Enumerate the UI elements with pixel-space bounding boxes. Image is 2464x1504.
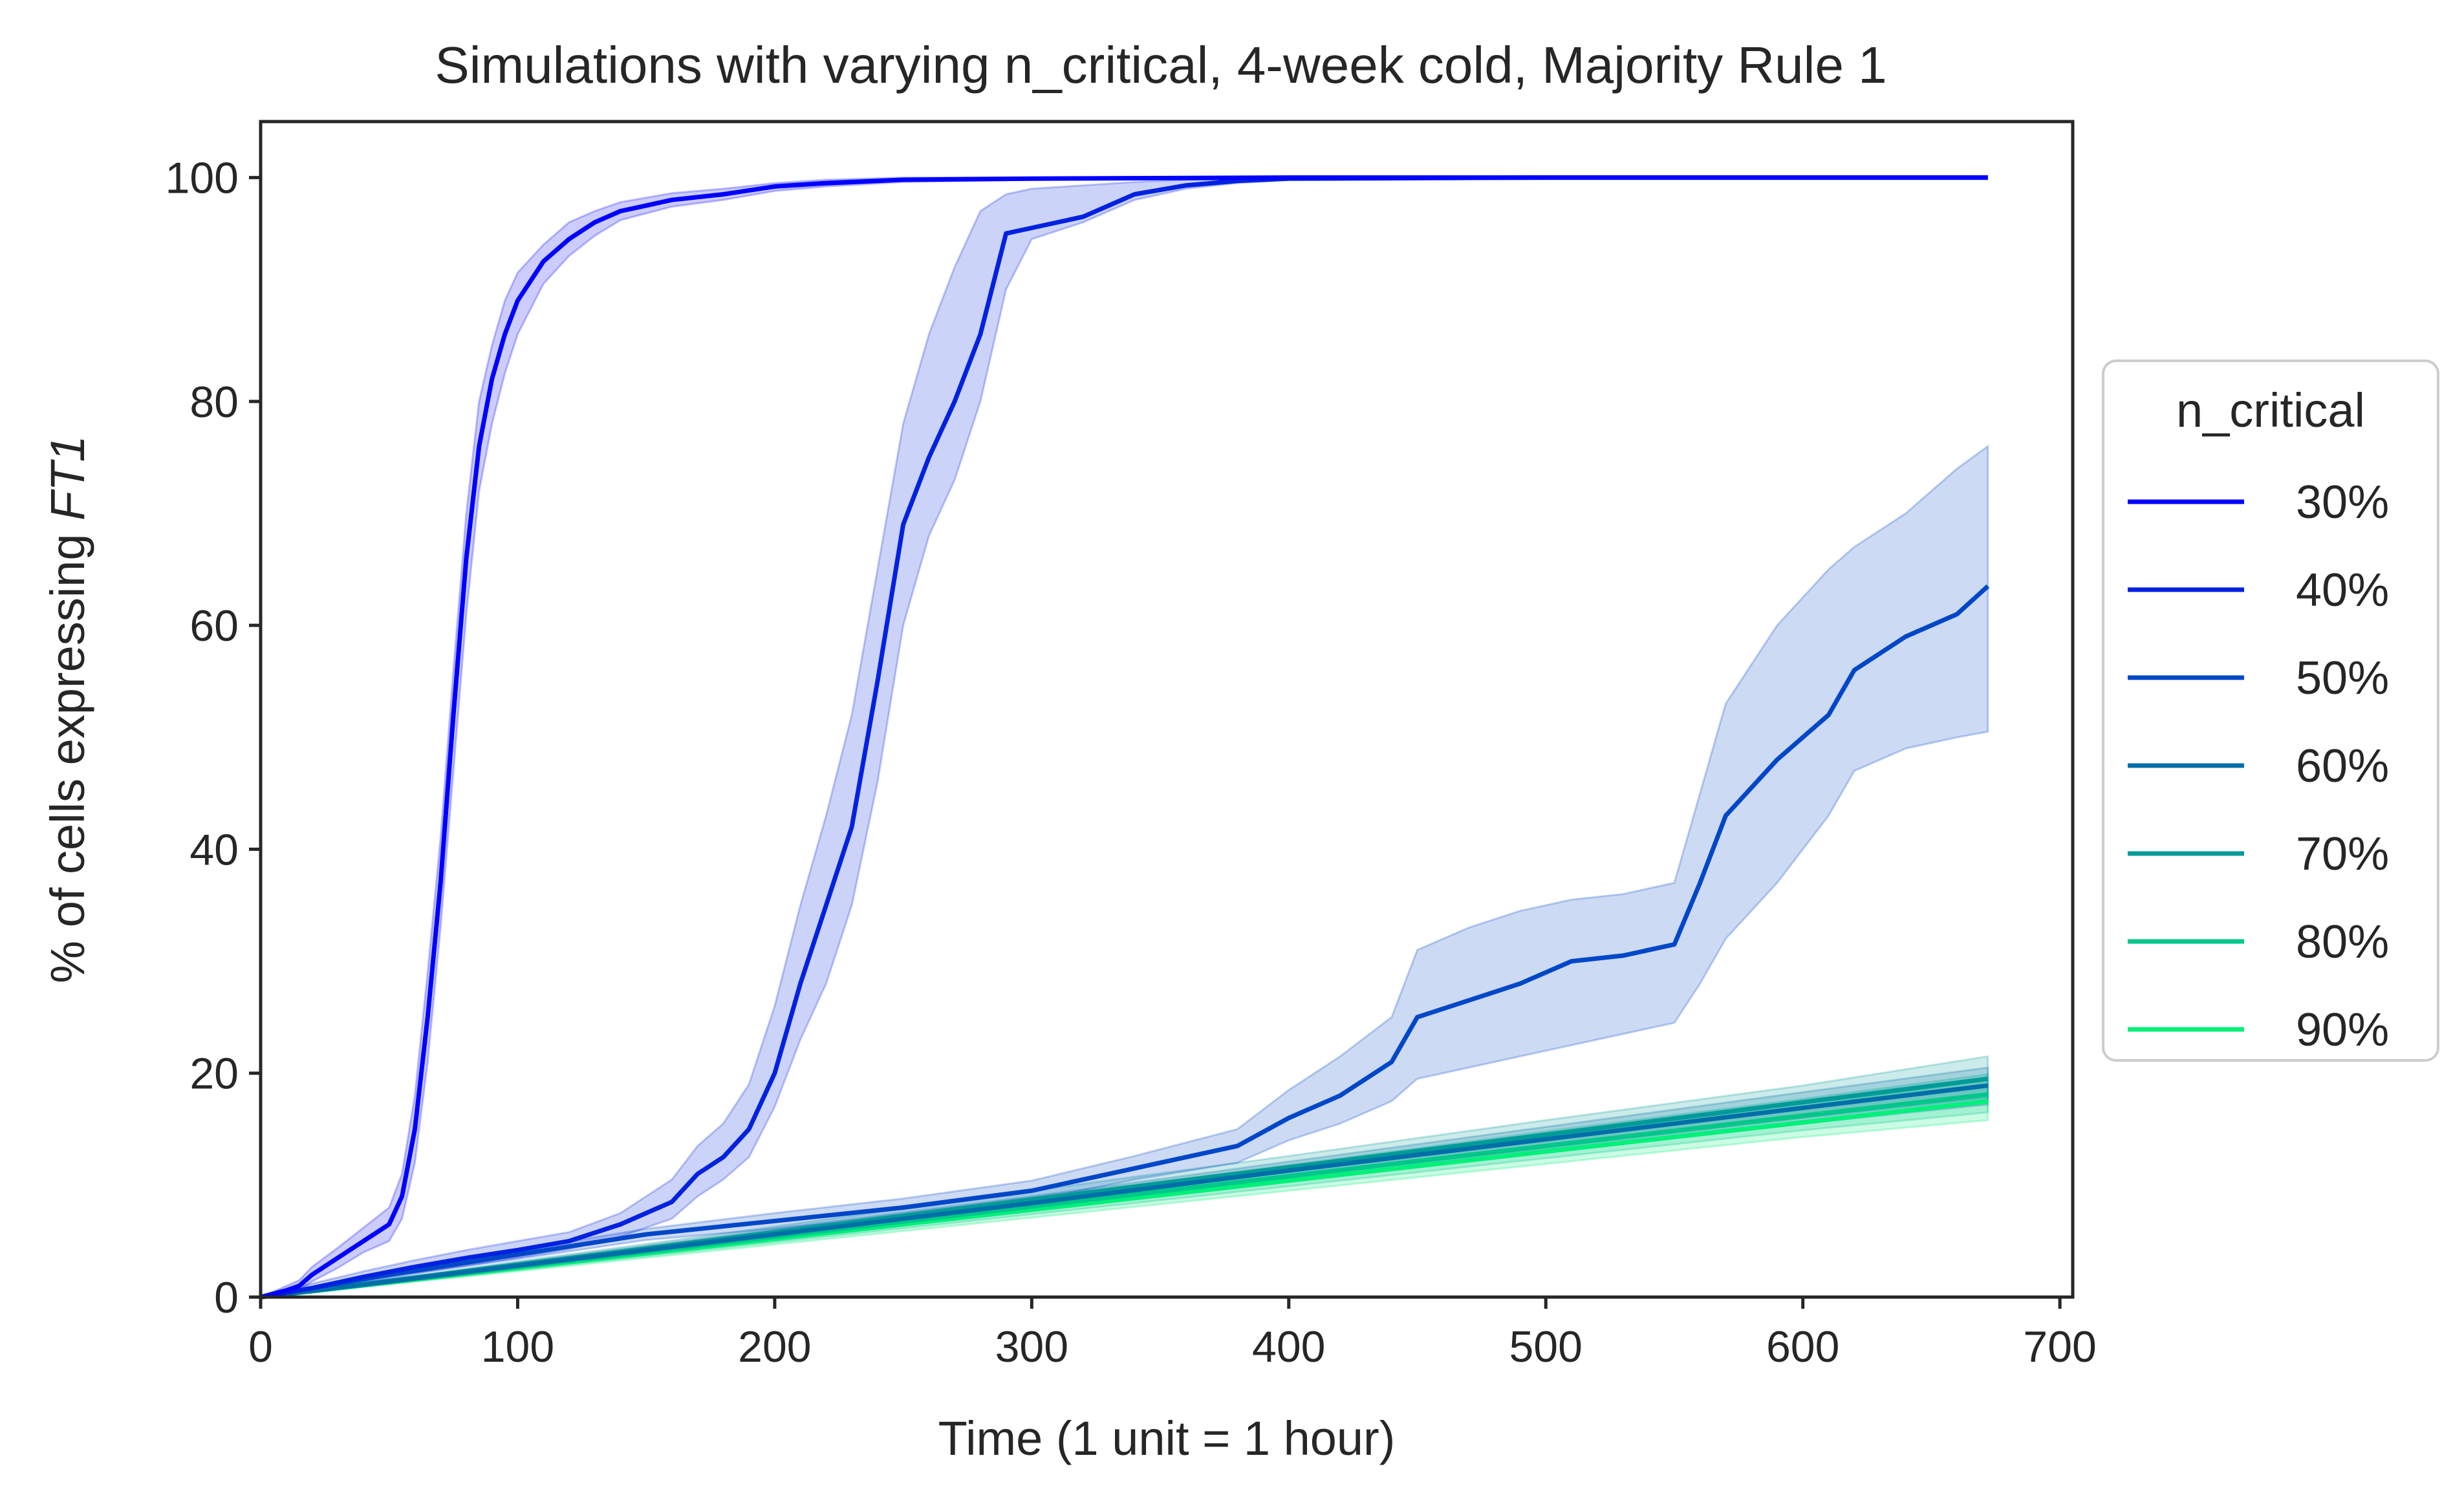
legend-label: 70% (2296, 828, 2389, 880)
legend-title: n_critical (2176, 383, 2365, 437)
y-axis-label-italic: FT1 (41, 435, 94, 521)
x-axis-label: Time (1 unit = 1 hour) (938, 1412, 1396, 1465)
series-line-50% (260, 584, 1990, 1300)
x-tick-label: 600 (1766, 1322, 1839, 1371)
series-line-60% (260, 1083, 1989, 1300)
y-tick-label: 80 (189, 378, 239, 427)
y-axis-label-text: % of cells expressing (41, 521, 94, 983)
legend-box (2102, 360, 2439, 1062)
x-tick-label: 100 (481, 1322, 554, 1371)
series-line-40% (260, 175, 1988, 1300)
y-axis: 0 20 40 60 80 100 (166, 154, 261, 1322)
chart-title: Simulations with varying n_critical, 4-w… (435, 36, 1886, 94)
legend-label: 90% (2296, 1004, 2389, 1056)
x-axis: 0 100 200 300 400 500 600 700 (248, 1297, 2097, 1371)
x-tick-label: 500 (1509, 1322, 1582, 1371)
x-tick-label: 200 (738, 1322, 811, 1371)
x-tick-label: 0 (248, 1322, 273, 1371)
legend: n_critical 30% 40% 50% 60% 70% 80% 90% (2102, 360, 2439, 1062)
legend-label: 40% (2296, 564, 2389, 616)
band-30% (260, 177, 1988, 1298)
legend-label: 60% (2296, 740, 2389, 792)
y-axis-label: % of cells expressing FT1 (41, 435, 94, 983)
y-tick-label: 100 (166, 154, 239, 203)
x-tick-label: 300 (995, 1322, 1068, 1371)
x-tick-label: 400 (1252, 1322, 1325, 1371)
x-tick-label: 700 (2023, 1322, 2096, 1371)
legend-label: 50% (2296, 652, 2389, 704)
series-lines (260, 175, 1990, 1300)
y-tick-label: 20 (189, 1049, 239, 1099)
y-tick-label: 0 (214, 1273, 239, 1322)
y-tick-label: 60 (189, 601, 239, 650)
legend-label: 30% (2296, 477, 2389, 528)
plot-frame (259, 120, 2075, 1299)
band-40% (260, 177, 1988, 1298)
y-tick-label: 40 (189, 825, 239, 874)
series-line-30% (260, 175, 1988, 1300)
legend-label: 80% (2296, 916, 2389, 968)
legend-items: 30% 40% 50% 60% 70% 80% 90% (2128, 477, 2389, 1056)
